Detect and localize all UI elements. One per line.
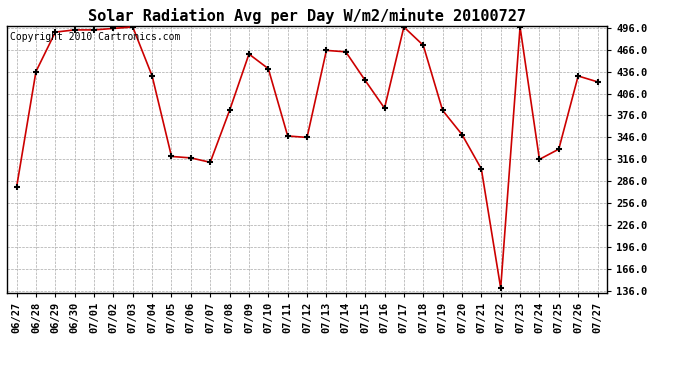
Text: Copyright 2010 Cartronics.com: Copyright 2010 Cartronics.com <box>10 32 180 42</box>
Title: Solar Radiation Avg per Day W/m2/minute 20100727: Solar Radiation Avg per Day W/m2/minute … <box>88 8 526 24</box>
